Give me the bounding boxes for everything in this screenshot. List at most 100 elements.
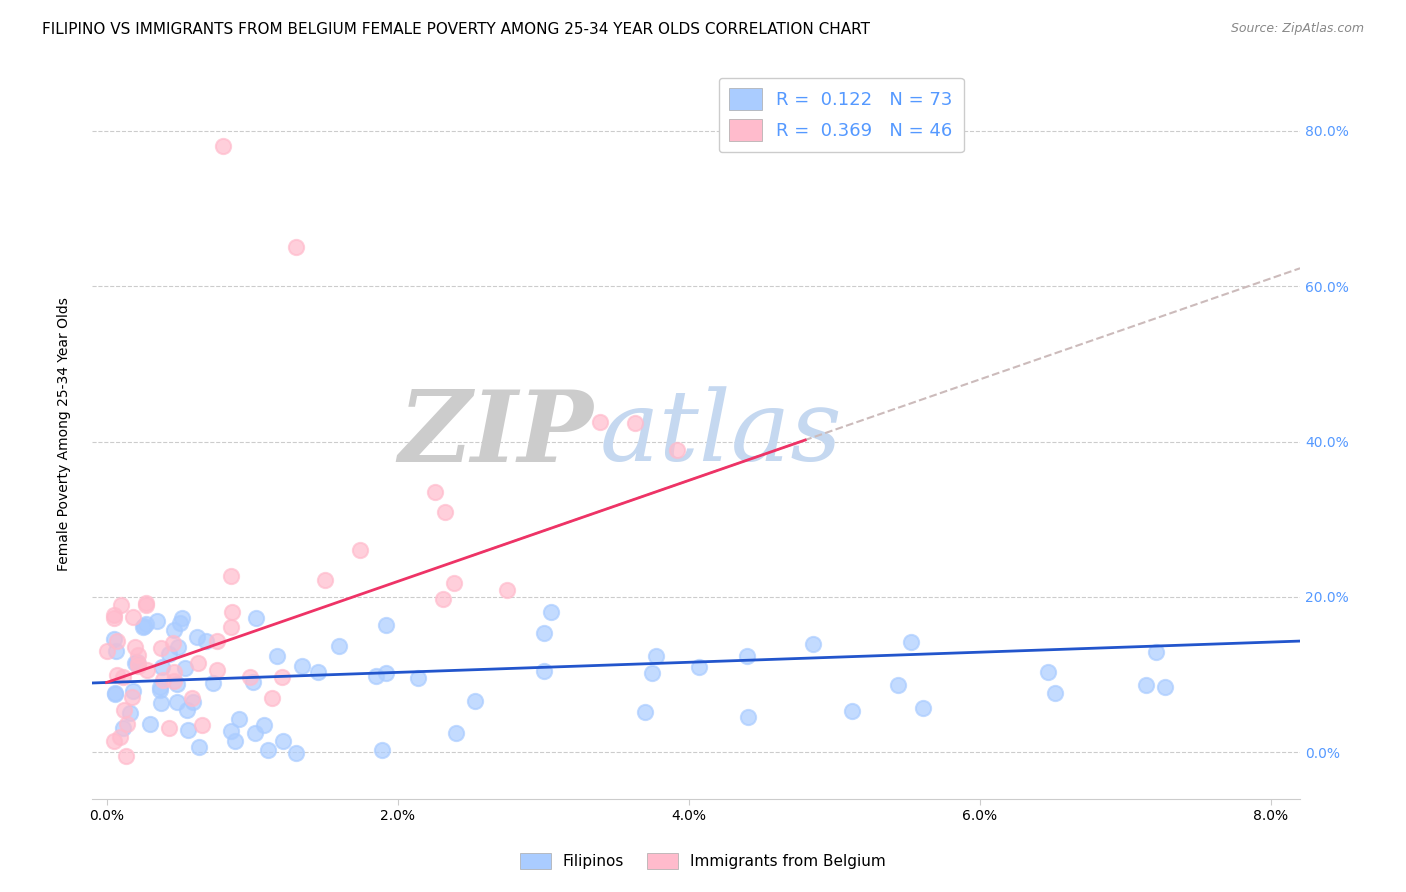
Point [912, 701, 935, 715]
Point [108, 730, 131, 744]
Point [191, 718, 214, 732]
Point [801, 637, 824, 651]
Point [434, 505, 457, 519]
Point [157, 722, 180, 736]
Point [271, 734, 294, 748]
Point [221, 568, 243, 582]
Point [266, 649, 288, 664]
Point [1043, 686, 1066, 700]
Point [103, 734, 125, 748]
Point [737, 710, 759, 724]
Point [122, 683, 145, 698]
Point [103, 611, 125, 625]
Point [194, 634, 217, 648]
Point [103, 607, 125, 622]
Point [349, 543, 371, 558]
Point [219, 620, 242, 634]
Point [166, 695, 188, 709]
Point [105, 667, 128, 681]
Point [205, 663, 228, 677]
Point [688, 660, 710, 674]
Point [291, 659, 314, 673]
Point [285, 746, 308, 760]
Point [127, 659, 149, 673]
Point [104, 644, 127, 658]
Point [110, 598, 132, 612]
Point [900, 634, 922, 648]
Point [167, 640, 190, 654]
Point [307, 665, 329, 680]
Point [239, 670, 262, 684]
Point [841, 705, 863, 719]
Point [115, 717, 138, 731]
Point [423, 484, 446, 499]
Point [221, 723, 243, 738]
Point [127, 656, 149, 670]
Point [146, 615, 169, 629]
Point [163, 673, 186, 688]
Point [104, 685, 127, 699]
Point [644, 649, 666, 664]
Text: atlas: atlas [599, 386, 842, 482]
Point [124, 640, 146, 655]
Point [1135, 678, 1157, 692]
Point [134, 619, 156, 633]
Point [242, 674, 264, 689]
Point [328, 639, 350, 653]
Point [375, 617, 398, 632]
Point [271, 670, 294, 684]
Point [245, 611, 267, 625]
Point [96, 644, 118, 658]
Point [174, 661, 197, 675]
Point [124, 656, 146, 670]
Point [135, 596, 157, 610]
Point [149, 680, 172, 694]
Point [371, 742, 394, 756]
Point [135, 599, 157, 613]
Point [152, 660, 174, 674]
Point [443, 576, 465, 591]
Text: ZIP: ZIP [398, 385, 593, 482]
Point [103, 688, 125, 702]
Point [166, 677, 188, 691]
Point [1154, 680, 1177, 694]
Point [624, 416, 647, 430]
Point [1144, 645, 1167, 659]
Point [366, 669, 388, 683]
Point [224, 734, 246, 748]
Point [221, 605, 243, 619]
Point [172, 610, 194, 624]
Point [464, 694, 486, 708]
Point [181, 695, 204, 709]
Point [314, 574, 336, 588]
Point [735, 648, 758, 663]
Point [228, 712, 250, 726]
Point [212, 139, 235, 153]
Point [665, 443, 688, 458]
Point [122, 610, 145, 624]
Point [169, 616, 191, 631]
Point [406, 671, 429, 685]
Point [157, 648, 180, 662]
Point [205, 634, 228, 648]
Legend: R =  0.122   N = 73, R =  0.369   N = 46: R = 0.122 N = 73, R = 0.369 N = 46 [718, 78, 963, 153]
Point [540, 605, 562, 619]
Point [121, 690, 143, 705]
Point [163, 624, 186, 638]
Point [186, 630, 208, 644]
Point [127, 648, 149, 662]
Point [260, 690, 283, 705]
Point [112, 721, 135, 735]
Point [533, 664, 555, 678]
Point [115, 748, 138, 763]
Point [139, 717, 162, 731]
Point [112, 703, 135, 717]
Point [887, 678, 910, 692]
Point [125, 655, 148, 669]
Point [202, 676, 225, 690]
Point [495, 582, 517, 597]
Point [374, 665, 396, 680]
Text: FILIPINO VS IMMIGRANTS FROM BELGIUM FEMALE POVERTY AMONG 25-34 YEAR OLDS CORRELA: FILIPINO VS IMMIGRANTS FROM BELGIUM FEMA… [42, 22, 870, 37]
Point [135, 616, 157, 631]
Point [163, 665, 186, 680]
